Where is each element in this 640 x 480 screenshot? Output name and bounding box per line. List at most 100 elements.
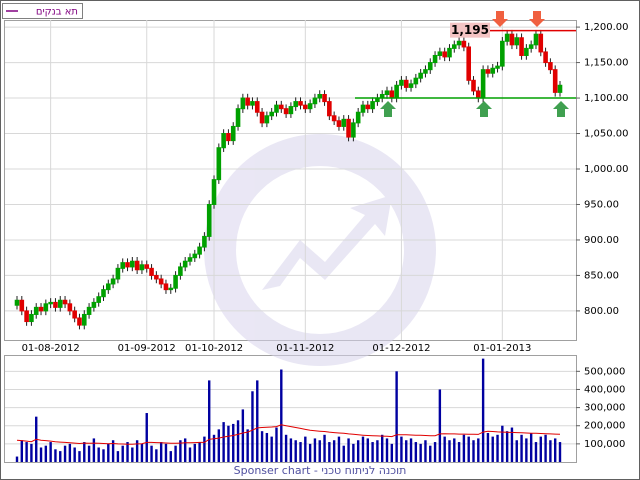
candle-body — [134, 260, 140, 271]
candle-body — [211, 179, 217, 205]
candle-body — [120, 262, 126, 269]
volume-bar — [467, 436, 470, 462]
candle-body — [288, 106, 294, 115]
candle-body — [163, 283, 169, 291]
candle-body — [389, 90, 395, 99]
plot-layer: 800.00 850.00 900.00 950.00 1,000.00 1,050.00… — [5, 20, 629, 462]
candle-body — [259, 111, 265, 124]
candle-body — [552, 69, 558, 93]
candle-body — [77, 317, 82, 326]
volume-bar — [294, 440, 297, 462]
volume-bar — [313, 438, 317, 462]
volume-bar — [183, 438, 187, 462]
volume-bar — [217, 429, 221, 462]
volume-bar — [429, 445, 432, 462]
x-tick-label: 01-11-2012 — [276, 343, 334, 354]
candle-body — [130, 260, 135, 268]
volume-bar — [529, 432, 533, 462]
candle-body — [216, 147, 222, 181]
candle-body — [495, 65, 500, 69]
volume-bar — [419, 443, 422, 462]
y-tick-label: 1,000.00 — [584, 164, 629, 175]
volume-bar — [366, 438, 369, 462]
volume-bar — [179, 440, 182, 462]
volume-bar — [308, 443, 312, 462]
y-tick-label: 800.00 — [584, 306, 619, 317]
volume-bar — [361, 436, 365, 462]
legend-label: תא בנקים — [36, 7, 78, 18]
volume-bar — [515, 440, 518, 462]
candle-body — [351, 122, 356, 138]
volume-bar — [280, 369, 283, 462]
candle-body — [72, 310, 77, 319]
candle-body — [538, 33, 544, 53]
candle-body — [509, 33, 515, 46]
level-label-box — [450, 22, 490, 38]
volume-bar — [140, 443, 144, 462]
candle-body — [432, 54, 438, 64]
volume-bar — [193, 443, 196, 462]
candle-body — [48, 301, 53, 305]
candle-body — [312, 97, 318, 105]
candle-body — [202, 235, 207, 248]
candle-body — [29, 313, 34, 323]
volume-bar — [505, 431, 509, 462]
buy-arrow — [476, 101, 492, 117]
candle-body — [250, 101, 255, 106]
y-tick-label: 100,000 — [584, 439, 625, 450]
volume-bar — [54, 449, 57, 462]
y-tick-label: 1,050.00 — [584, 129, 629, 140]
volume-bar — [39, 447, 43, 462]
volume-bar — [433, 442, 437, 462]
y-tick-label: 1,100.00 — [584, 93, 629, 104]
volume-bar — [145, 413, 148, 462]
candle-body — [173, 274, 178, 289]
volume-bar — [174, 445, 177, 462]
volume-bar — [222, 422, 225, 462]
candle-body — [303, 104, 308, 110]
volume-bar — [304, 436, 307, 462]
volume-bar — [83, 442, 86, 462]
volume-bar — [78, 451, 81, 462]
volume-bar — [376, 440, 379, 462]
candle-body — [24, 310, 29, 323]
x-tick-label: 01-12-2012 — [372, 343, 430, 354]
volume-bar — [232, 423, 235, 462]
candle-body — [490, 67, 496, 74]
volume-bar — [342, 445, 345, 462]
volume-bar — [390, 443, 394, 462]
y-tick-label: 500,000 — [584, 366, 625, 377]
candle-body — [418, 72, 423, 79]
volume-bar — [59, 451, 62, 462]
candle-body — [67, 303, 73, 312]
volume-bar — [260, 431, 264, 462]
buy-arrow — [553, 101, 569, 117]
candle-body — [394, 84, 399, 99]
volume-bar — [539, 436, 542, 462]
candle-body — [528, 44, 534, 49]
candle-body — [81, 313, 87, 326]
y-tick-label: 850.00 — [584, 270, 619, 281]
volume-bar — [150, 445, 153, 462]
volume-bar — [395, 371, 398, 462]
volume-bar — [481, 358, 485, 462]
candle-body — [115, 267, 121, 280]
volume-bar — [544, 434, 547, 462]
candle-body — [466, 46, 471, 81]
candle-body — [86, 306, 92, 315]
candle-body — [110, 278, 116, 285]
candle-body — [154, 274, 159, 280]
volume-bar — [155, 449, 158, 462]
volume-bar — [328, 442, 331, 462]
candle-body — [278, 104, 284, 110]
volume-bar — [246, 429, 249, 462]
volume-bar — [477, 438, 480, 462]
candle-body — [456, 40, 462, 46]
candle-body — [317, 94, 323, 99]
volume-bar — [299, 442, 302, 462]
volume-bar — [549, 440, 552, 462]
candle-body — [408, 83, 414, 88]
volume-bar — [198, 442, 201, 462]
candle-body — [38, 306, 44, 312]
